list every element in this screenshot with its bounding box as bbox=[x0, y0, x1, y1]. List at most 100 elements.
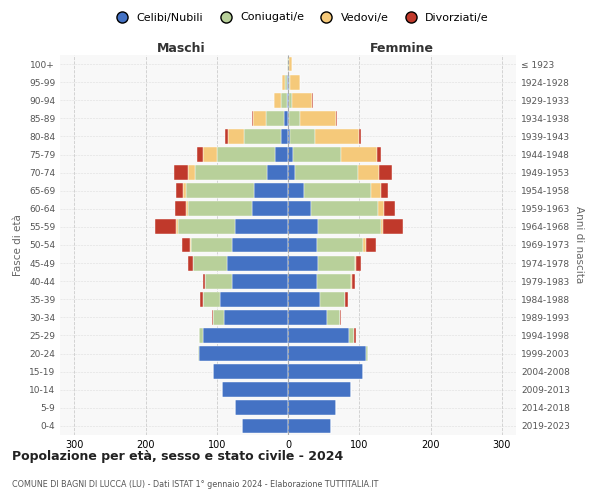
Bar bbox=[290, 74, 300, 90]
Bar bbox=[212, 310, 213, 325]
Bar bbox=[197, 147, 203, 162]
Bar bbox=[379, 165, 392, 180]
Bar bbox=[287, 93, 288, 108]
Bar bbox=[384, 202, 395, 216]
Bar bbox=[341, 147, 377, 162]
Bar bbox=[288, 129, 290, 144]
Bar bbox=[253, 111, 266, 126]
Bar bbox=[379, 202, 384, 216]
Bar bbox=[199, 328, 203, 343]
Bar bbox=[175, 202, 186, 216]
Bar bbox=[232, 238, 288, 252]
Bar bbox=[288, 93, 289, 108]
Bar bbox=[213, 310, 224, 325]
Bar bbox=[382, 184, 388, 198]
Bar bbox=[288, 147, 293, 162]
Bar bbox=[203, 274, 205, 288]
Bar bbox=[203, 328, 288, 343]
Bar bbox=[288, 56, 289, 72]
Bar bbox=[289, 56, 292, 72]
Bar bbox=[288, 184, 304, 198]
Bar bbox=[224, 310, 288, 325]
Bar bbox=[285, 74, 287, 90]
Bar bbox=[288, 310, 327, 325]
Bar bbox=[287, 74, 288, 90]
Bar bbox=[251, 111, 253, 126]
Text: Maschi: Maschi bbox=[157, 42, 205, 55]
Bar bbox=[363, 238, 365, 252]
Bar bbox=[300, 111, 336, 126]
Bar bbox=[356, 256, 361, 270]
Bar bbox=[350, 274, 352, 288]
Bar bbox=[365, 238, 376, 252]
Bar bbox=[354, 328, 356, 343]
Bar bbox=[312, 93, 313, 108]
Bar bbox=[327, 310, 340, 325]
Bar bbox=[315, 129, 359, 144]
Text: Popolazione per età, sesso e stato civile - 2024: Popolazione per età, sesso e stato civil… bbox=[12, 450, 343, 463]
Bar bbox=[295, 165, 358, 180]
Bar bbox=[358, 165, 379, 180]
Bar bbox=[182, 238, 190, 252]
Bar bbox=[217, 147, 275, 162]
Bar bbox=[336, 111, 337, 126]
Bar bbox=[199, 346, 288, 361]
Bar bbox=[227, 256, 288, 270]
Bar bbox=[288, 274, 317, 288]
Bar bbox=[288, 111, 289, 126]
Bar bbox=[288, 202, 311, 216]
Bar bbox=[289, 111, 300, 126]
Bar bbox=[220, 292, 288, 306]
Bar bbox=[352, 274, 355, 288]
Bar bbox=[380, 220, 383, 234]
Bar bbox=[191, 238, 232, 252]
Bar bbox=[178, 220, 235, 234]
Bar bbox=[281, 93, 287, 108]
Bar bbox=[288, 328, 349, 343]
Bar bbox=[383, 220, 403, 234]
Bar bbox=[288, 418, 331, 434]
Bar bbox=[367, 346, 368, 361]
Bar bbox=[289, 74, 290, 90]
Bar bbox=[289, 93, 292, 108]
Bar bbox=[288, 400, 337, 415]
Bar bbox=[242, 418, 288, 434]
Bar bbox=[288, 220, 318, 234]
Bar bbox=[232, 274, 288, 288]
Bar bbox=[281, 129, 288, 144]
Bar bbox=[228, 129, 244, 144]
Bar bbox=[288, 256, 318, 270]
Bar bbox=[293, 147, 341, 162]
Bar bbox=[235, 220, 288, 234]
Bar bbox=[288, 364, 363, 379]
Bar bbox=[188, 202, 253, 216]
Legend: Celibi/Nubili, Coniugati/e, Vedovi/e, Divorziati/e: Celibi/Nubili, Coniugati/e, Vedovi/e, Di… bbox=[107, 8, 493, 27]
Bar bbox=[235, 400, 288, 415]
Bar bbox=[183, 184, 186, 198]
Bar bbox=[318, 220, 380, 234]
Bar bbox=[288, 292, 320, 306]
Bar bbox=[304, 184, 371, 198]
Bar bbox=[377, 147, 382, 162]
Bar bbox=[197, 346, 199, 361]
Bar bbox=[288, 74, 289, 90]
Y-axis label: Fasce di età: Fasce di età bbox=[13, 214, 23, 276]
Bar bbox=[266, 165, 288, 180]
Bar bbox=[284, 111, 288, 126]
Bar bbox=[290, 129, 315, 144]
Bar bbox=[205, 274, 232, 288]
Bar bbox=[274, 93, 281, 108]
Bar bbox=[320, 292, 345, 306]
Bar bbox=[288, 165, 295, 180]
Bar bbox=[254, 184, 288, 198]
Bar bbox=[176, 184, 183, 198]
Bar bbox=[203, 147, 217, 162]
Bar bbox=[318, 256, 355, 270]
Text: COMUNE DI BAGNI DI LUCCA (LU) - Dati ISTAT 1° gennaio 2024 - Elaborazione TUTTIT: COMUNE DI BAGNI DI LUCCA (LU) - Dati IST… bbox=[12, 480, 379, 489]
Bar bbox=[203, 292, 220, 306]
Bar bbox=[186, 184, 254, 198]
Bar bbox=[288, 238, 317, 252]
Bar bbox=[200, 292, 203, 306]
Bar bbox=[244, 129, 281, 144]
Bar bbox=[287, 56, 288, 72]
